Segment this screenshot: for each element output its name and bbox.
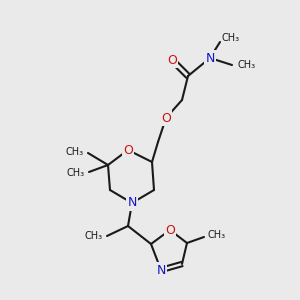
Text: CH₃: CH₃ <box>85 231 103 241</box>
Text: N: N <box>156 263 166 277</box>
Text: CH₃: CH₃ <box>222 33 240 43</box>
Text: CH₃: CH₃ <box>66 147 84 157</box>
Text: N: N <box>127 196 137 209</box>
Text: O: O <box>167 53 177 67</box>
Text: CH₃: CH₃ <box>67 168 85 178</box>
Text: CH₃: CH₃ <box>238 60 256 70</box>
Text: O: O <box>161 112 171 124</box>
Text: N: N <box>205 52 215 64</box>
Text: CH₃: CH₃ <box>208 230 226 240</box>
Text: O: O <box>165 224 175 236</box>
Text: O: O <box>123 143 133 157</box>
